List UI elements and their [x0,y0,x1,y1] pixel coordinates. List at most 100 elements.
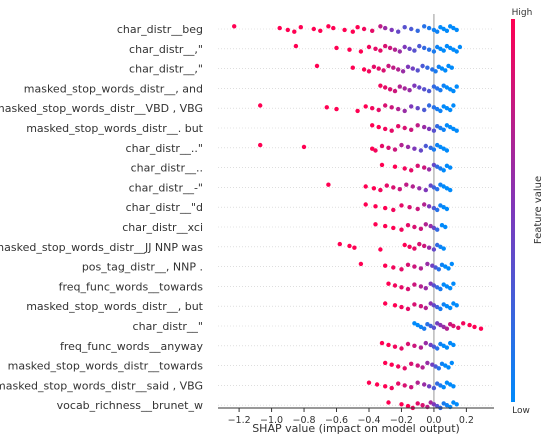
feature-label: masked_stop_words_distr__said , VBG [0,379,203,392]
data-point [454,128,459,133]
data-point [435,227,440,232]
data-point [334,45,339,51]
data-point [446,63,451,69]
data-point [370,146,375,151]
data-point [431,27,437,33]
data-point [451,301,456,306]
data-point [441,146,446,151]
data-point [435,86,440,91]
data-point [405,64,411,70]
data-point [431,84,437,89]
data-point [417,241,422,247]
data-point [431,402,437,407]
data-point [415,380,420,385]
data-point [396,364,401,369]
x-tick-label: −0.6 [325,415,348,426]
data-point [451,342,456,348]
data-point [456,325,461,330]
data-point [435,346,440,351]
data-point [422,243,427,249]
data-point [438,25,443,30]
data-point [415,106,420,111]
data-point [443,264,448,269]
data-point [446,266,451,271]
data-point [381,68,386,73]
data-point [438,383,443,388]
data-point [426,103,432,108]
data-point [376,66,381,71]
data-point [396,381,401,386]
data-point [402,242,407,248]
data-point [431,49,437,54]
data-point [399,203,404,208]
data-point [438,341,443,347]
data-point [402,125,407,131]
data-point [423,340,428,346]
data-point [454,49,459,54]
data-point [405,286,411,292]
data-point [391,207,396,213]
data-point [418,284,424,289]
data-point [425,404,430,410]
data-point [433,265,438,270]
data-point [409,361,414,366]
data-point [428,323,433,329]
data-point [415,206,420,212]
data-point [407,205,412,210]
data-point [428,342,433,348]
data-point [402,166,407,171]
data-point [431,247,437,252]
data-point [438,46,443,51]
data-point [441,282,446,287]
data-point [431,185,437,190]
feature-label: masked_stop_words_distr__, but [26,300,203,313]
data-point [412,302,417,307]
data-point [361,67,367,72]
data-point [379,340,385,346]
feature-label: char_distr__," [129,43,203,56]
data-point [392,344,398,349]
colorbar-high-label: High [512,8,533,18]
data-point [404,182,409,187]
data-point [373,148,378,153]
data-point [444,28,450,33]
data-point [441,246,446,251]
feature-label: char_distr__.." [126,142,203,155]
data-point [363,202,368,207]
data-point [428,400,433,405]
x-tick-label: −0.2 [390,415,413,426]
data-point [448,322,453,327]
data-point [441,385,446,390]
data-point [428,223,433,229]
data-point [373,46,378,51]
data-point [386,63,391,69]
data-point [438,88,443,93]
data-point [383,263,388,268]
data-point [370,106,375,111]
data-point [331,25,336,31]
data-point [326,182,331,187]
data-point [449,261,454,267]
data-point [431,205,437,211]
feature-label: char_distr__-" [129,181,203,194]
feature-label: vocab_richness__brunet_w [57,399,203,412]
data-point [449,360,454,366]
data-point [350,29,355,34]
data-point [451,126,456,132]
data-point [448,404,453,410]
data-point [448,45,453,51]
data-point [448,87,453,92]
data-point [448,107,453,113]
data-point [399,142,404,148]
data-point [422,87,427,92]
data-point [423,143,428,149]
feature-label: char_distr__.. [131,162,203,175]
data-point [444,403,450,408]
data-point [358,261,364,267]
data-point [389,27,394,33]
data-point [412,343,417,348]
data-point [277,25,282,31]
data-point [373,222,378,227]
data-point [439,361,445,366]
data-point [418,345,424,350]
